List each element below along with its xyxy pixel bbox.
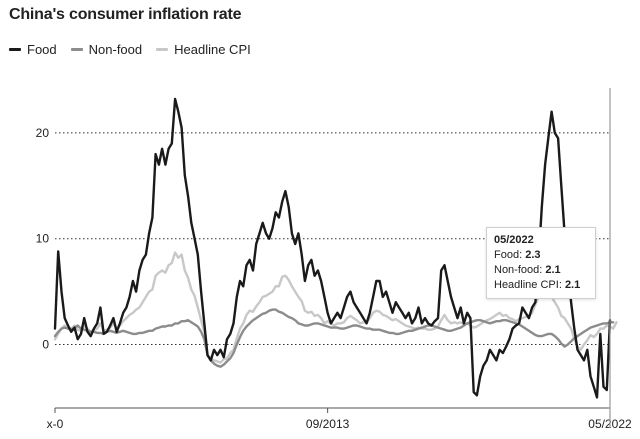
legend-label-non-food: Non-food bbox=[88, 42, 143, 57]
tooltip-value-non-food: 2.1 bbox=[545, 264, 561, 276]
series-line-food[interactable] bbox=[53, 97, 612, 399]
tooltip-row-headline-cpi: Headline CPI: 2.1 bbox=[494, 278, 588, 293]
tooltip-value-headline-cpi: 2.1 bbox=[564, 279, 581, 291]
tooltip-label-non-food: Non-food: bbox=[494, 264, 543, 276]
legend-swatch-food bbox=[9, 48, 21, 51]
tooltip-label-food: Food: bbox=[494, 249, 523, 261]
chart-legend: Food Non-food Headline CPI bbox=[9, 42, 265, 57]
legend-label-headline-cpi: Headline CPI bbox=[174, 42, 251, 57]
y-tick-label-20: 20 bbox=[36, 126, 50, 140]
legend-item-non-food[interactable]: Non-food bbox=[70, 42, 143, 57]
y-tick-label-0: 0 bbox=[42, 338, 49, 352]
x-tick-label-1: 09/2013 bbox=[306, 417, 350, 431]
legend-swatch-headline-cpi bbox=[156, 48, 169, 51]
chart-title: China's consumer inflation rate bbox=[9, 6, 242, 23]
hover-tooltip: 05/2022 Food: 2.3 Non-food: 2.1 Headline… bbox=[486, 227, 596, 299]
legend-swatch-non-food bbox=[70, 48, 83, 51]
tooltip-date: 05/2022 bbox=[494, 234, 534, 246]
tooltip-value-food: 2.3 bbox=[525, 249, 541, 261]
tooltip-row-non-food: Non-food: 2.1 bbox=[494, 263, 588, 278]
legend-label-food: Food bbox=[27, 42, 57, 57]
series-line-headline-cpi[interactable] bbox=[53, 251, 618, 364]
x-tick-label-0: x-0 bbox=[47, 417, 64, 431]
legend-item-headline-cpi[interactable]: Headline CPI bbox=[156, 42, 251, 57]
series-line-non-food[interactable] bbox=[53, 308, 615, 368]
tooltip-label-headline-cpi: Headline CPI: bbox=[494, 279, 562, 291]
y-tick-label-10: 10 bbox=[36, 232, 50, 246]
tooltip-row-food: Food: 2.3 bbox=[494, 248, 588, 263]
legend-item-food[interactable]: Food bbox=[9, 42, 57, 57]
